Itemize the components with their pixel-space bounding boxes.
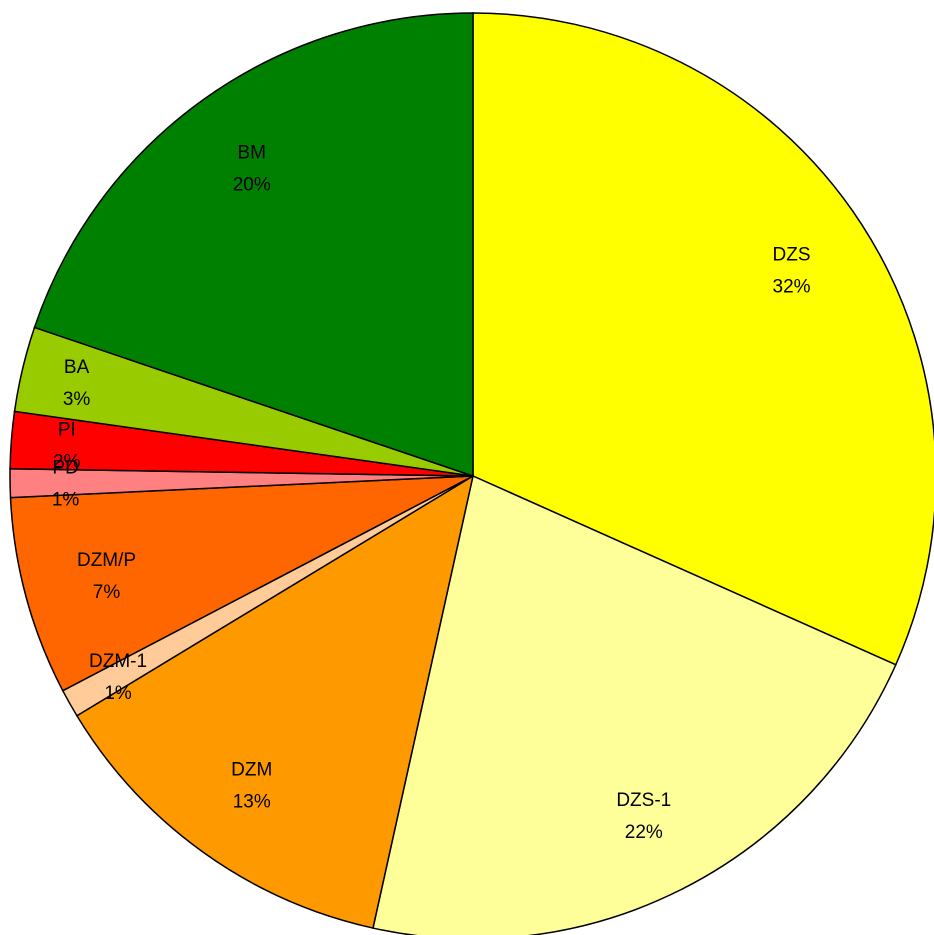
slice-value-label: 1%	[52, 489, 80, 510]
slice-label: DZM-1	[89, 651, 147, 672]
slice-value-label: 22%	[625, 822, 663, 843]
pie-slice	[75, 474, 475, 929]
slice-label: DZS	[773, 244, 811, 265]
slice-value-label: 3%	[63, 389, 91, 410]
slice-label: BA	[64, 357, 90, 378]
slice-label: BM	[238, 142, 267, 163]
slice-value-label: 2%	[53, 451, 81, 472]
slice-value-label: 32%	[773, 276, 811, 297]
slice-value-label: 7%	[93, 582, 121, 603]
slice-label: PD	[52, 457, 78, 478]
slice-label: DZS-1	[616, 790, 671, 811]
slice-value-label: 13%	[233, 792, 271, 813]
pie-slice	[9, 475, 474, 692]
slice-label: DZM	[231, 760, 272, 781]
pie-slice	[372, 474, 897, 935]
slice-label: PI	[58, 419, 76, 440]
slice-value-label: 1%	[104, 683, 132, 704]
pie-slice	[33, 12, 474, 478]
slice-label: DZM/P	[77, 550, 136, 571]
slice-value-label: 20%	[233, 174, 271, 195]
pie-slice	[472, 12, 934, 666]
